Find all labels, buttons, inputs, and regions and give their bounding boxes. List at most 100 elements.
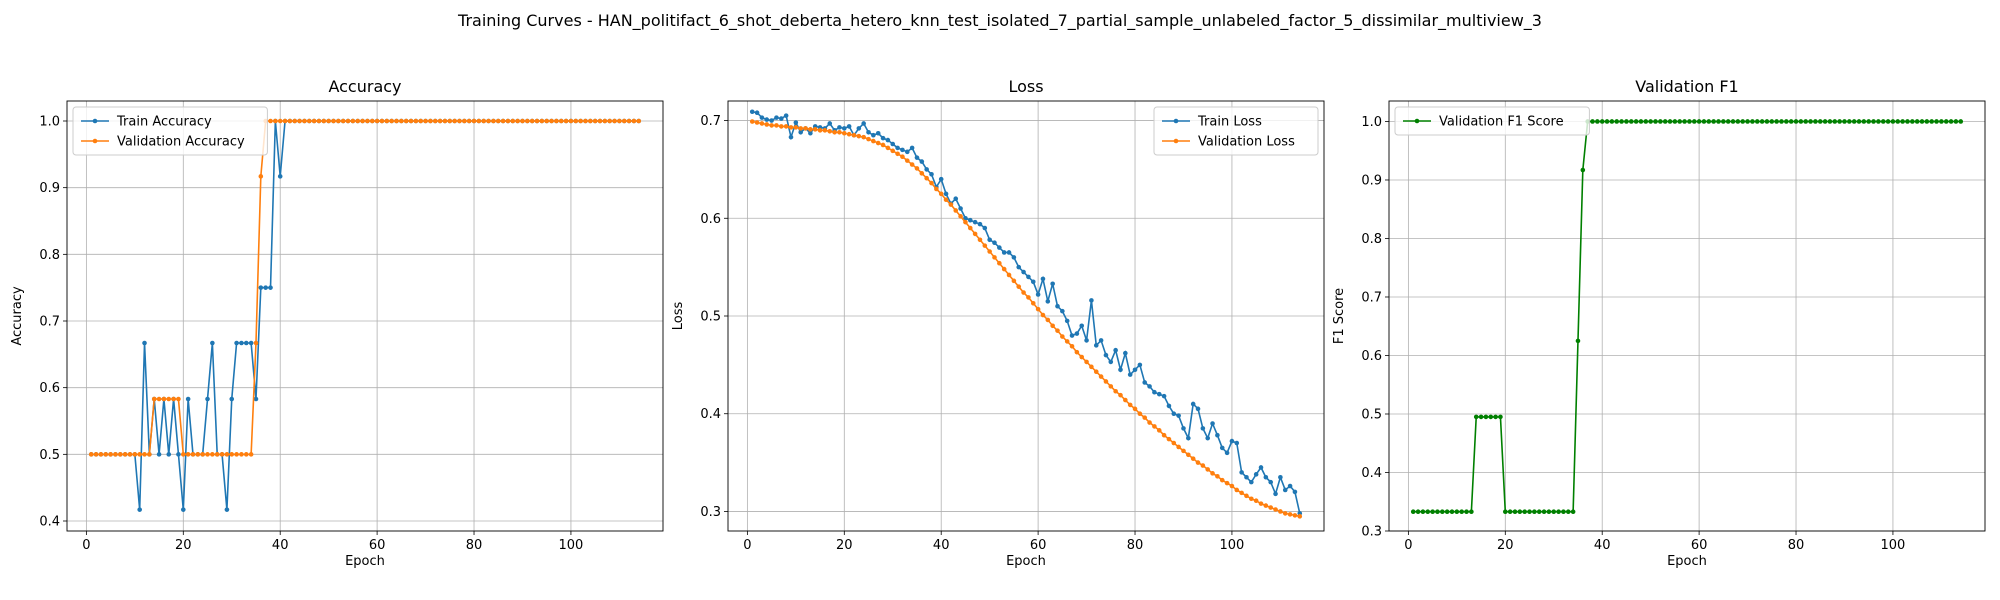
data-point <box>1633 119 1639 124</box>
legend-box <box>1394 106 1590 136</box>
data-point <box>987 237 992 243</box>
data-point <box>1026 274 1031 280</box>
y-tick-label: 1.0 <box>1361 115 1382 130</box>
data-point <box>1580 167 1586 173</box>
data-point <box>997 245 1002 250</box>
x-tick-label: 60 <box>1030 538 1047 553</box>
data-point <box>1551 509 1557 514</box>
data-point <box>1803 119 1809 124</box>
data-point <box>769 118 774 123</box>
data-point <box>103 452 109 457</box>
data-point <box>904 158 910 163</box>
data-point <box>803 126 808 131</box>
data-point <box>243 340 249 346</box>
data-point <box>1190 401 1196 407</box>
data-point <box>1282 487 1288 493</box>
data-point <box>234 340 239 346</box>
data-point <box>1147 420 1152 425</box>
data-point <box>340 118 346 124</box>
data-point <box>1813 119 1818 124</box>
data-point <box>1953 119 1959 124</box>
data-point <box>142 340 147 346</box>
data-point <box>243 452 249 457</box>
data-point <box>1590 119 1595 124</box>
data-point <box>258 285 264 290</box>
legend-box <box>72 106 268 156</box>
data-point <box>1565 509 1571 514</box>
data-point <box>1103 379 1109 384</box>
data-point <box>1745 119 1750 124</box>
data-point <box>210 452 215 457</box>
data-point <box>1847 119 1852 124</box>
data-point <box>866 136 871 142</box>
data-point <box>1249 479 1254 485</box>
data-point <box>1040 276 1046 282</box>
data-point <box>1822 119 1828 124</box>
data-point <box>837 129 842 135</box>
data-point <box>142 452 147 457</box>
data-point <box>108 452 113 457</box>
x-tick-label: 0 <box>743 538 751 553</box>
data-point <box>554 118 559 124</box>
data-point <box>1215 473 1220 479</box>
y-tick-label: 0.4 <box>39 515 60 530</box>
data-point <box>1536 509 1542 514</box>
data-point <box>1648 119 1653 124</box>
data-point <box>827 121 833 126</box>
data-point <box>1599 119 1605 124</box>
legend-label: Train Accuracy <box>116 115 212 130</box>
data-point <box>1614 119 1620 124</box>
data-point <box>861 134 866 140</box>
data-point <box>1619 119 1624 124</box>
axes-frame <box>727 100 1325 532</box>
data-point <box>495 118 501 124</box>
data-point <box>977 221 983 227</box>
accuracy-chart: 0 20 40 60 80 100 0.4 0.5 0.6 0.7 0.8 0.9 1.0 Accurac… <box>10 77 664 569</box>
data-point <box>769 123 774 128</box>
data-point <box>1030 300 1036 306</box>
data-point <box>399 118 404 124</box>
chart-title: Validation F1 <box>1635 77 1738 96</box>
data-point <box>1890 119 1896 124</box>
data-point <box>827 128 833 134</box>
legend-marker <box>1173 138 1179 144</box>
data-point <box>948 202 954 207</box>
data-point <box>904 149 910 155</box>
legend-label: Train Loss <box>1197 115 1262 130</box>
data-point <box>1219 477 1225 483</box>
data-point <box>1098 374 1104 379</box>
legend-marker <box>92 118 98 124</box>
data-point <box>1292 513 1298 518</box>
data-point <box>1123 397 1128 403</box>
data-point <box>754 110 760 116</box>
data-point <box>1440 509 1445 514</box>
data-point <box>1055 328 1060 333</box>
data-point <box>1522 509 1527 514</box>
data-point <box>321 118 327 124</box>
data-point <box>137 507 142 512</box>
data-point <box>1919 119 1925 124</box>
data-point <box>1798 119 1804 124</box>
data-point <box>783 124 789 129</box>
data-point <box>1425 509 1431 514</box>
loss-chart: 0 20 40 60 80 100 0.3 0.4 0.5 0.6 0.7 Loss Epoch Loss… <box>671 77 1325 569</box>
data-point <box>1273 491 1278 497</box>
x-tick-label: 100 <box>559 538 584 553</box>
data-point <box>1040 312 1046 318</box>
data-point <box>1132 406 1138 412</box>
data-point <box>229 452 235 457</box>
data-point <box>1181 426 1186 431</box>
data-point <box>749 119 755 124</box>
data-point <box>846 124 852 129</box>
data-point <box>1234 487 1240 493</box>
data-point <box>1512 509 1518 514</box>
data-point <box>1079 323 1085 329</box>
data-point <box>626 118 632 124</box>
data-point <box>1195 406 1201 412</box>
data-point <box>798 129 803 135</box>
data-point <box>282 118 288 124</box>
data-point <box>1287 483 1293 489</box>
data-point <box>1161 393 1167 399</box>
data-point <box>336 118 341 124</box>
y-tick-label: 0.9 <box>1361 173 1382 188</box>
